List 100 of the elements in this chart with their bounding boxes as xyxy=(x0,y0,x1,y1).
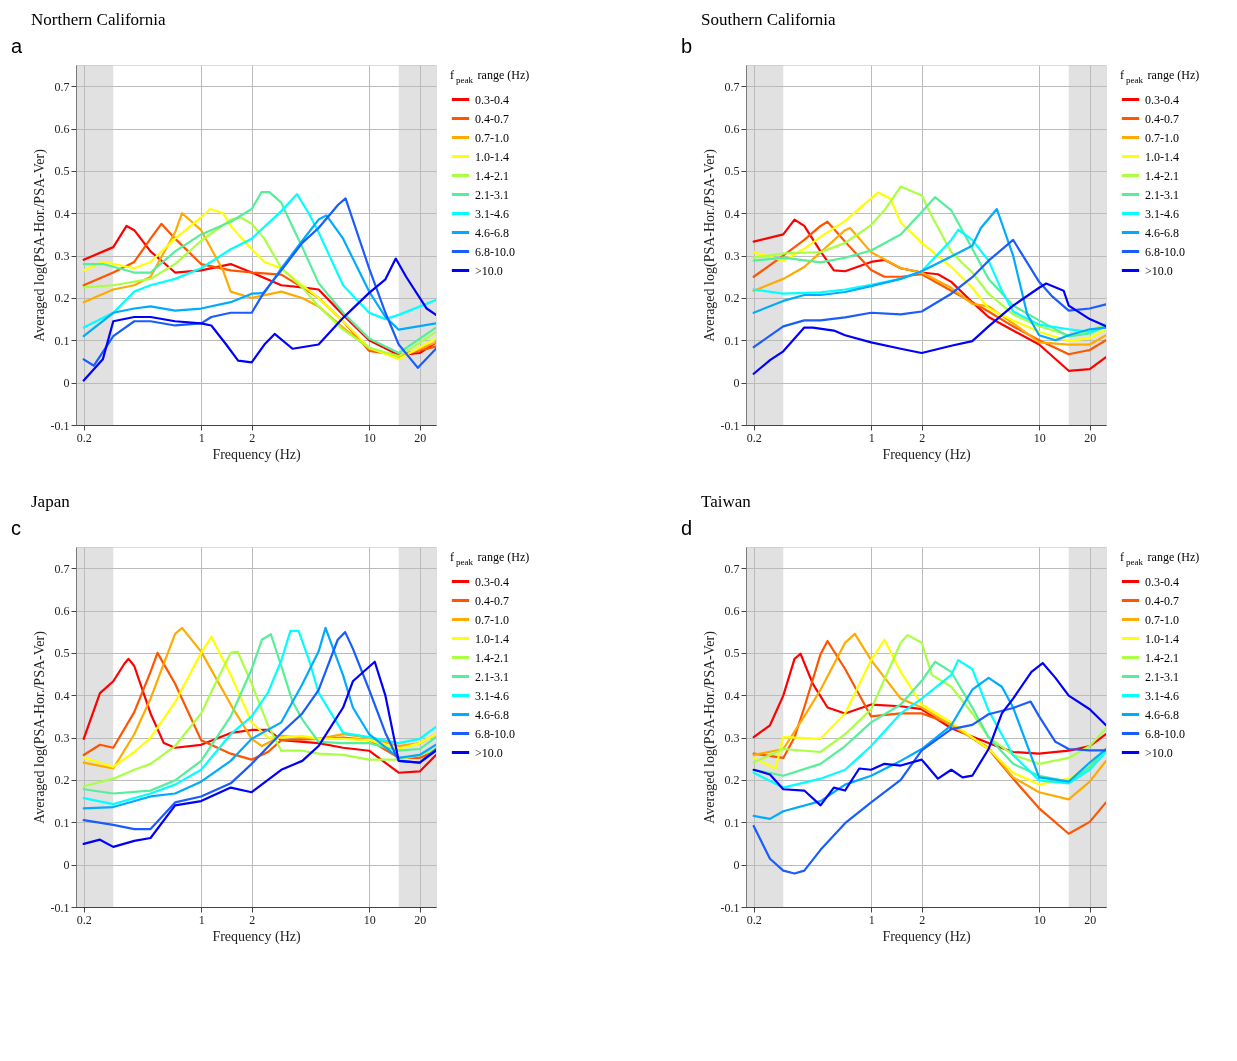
y-tick-label: 0.7 xyxy=(54,561,70,576)
x-tick-label: 1 xyxy=(868,430,875,445)
legend-label: 1.0-1.4 xyxy=(1145,149,1179,164)
legend-label: 0.7-1.0 xyxy=(1145,612,1179,627)
legend-label: 1.4-2.1 xyxy=(475,650,509,665)
legend-label: >10.0 xyxy=(1145,745,1173,760)
legend-label: 0.3-0.4 xyxy=(1145,92,1179,107)
legend-label: 0.7-1.0 xyxy=(1145,130,1179,145)
legend-label: 6.8-10.0 xyxy=(1145,244,1185,259)
legend-label: >10.0 xyxy=(475,745,503,760)
chart-title: Taiwan xyxy=(701,492,752,511)
y-tick-label: 0.1 xyxy=(54,333,70,348)
legend-label: 2.1-3.1 xyxy=(1145,669,1179,684)
y-tick-label: 0.7 xyxy=(724,561,740,576)
x-tick-label: 0.2 xyxy=(746,912,762,927)
legend-label: 3.1-4.6 xyxy=(475,206,509,221)
legend-label: 1.4-2.1 xyxy=(475,168,509,183)
text: a xyxy=(11,35,23,57)
y-tick-label: 0.1 xyxy=(724,815,740,830)
chart-title: Southern California xyxy=(701,10,837,29)
legend-label: 0.4-0.7 xyxy=(1145,593,1179,608)
y-tick-label: 0.4 xyxy=(54,206,70,221)
y-axis-title: Averaged log(PSA-Hor./PSA-Ver) xyxy=(31,630,48,824)
x-tick-label: 10 xyxy=(363,912,376,927)
y-tick-label: 0.2 xyxy=(724,773,740,788)
legend-label: 4.6-6.8 xyxy=(1145,225,1179,240)
y-tick-label: 0.3 xyxy=(724,249,740,264)
legend-label: >10.0 xyxy=(1145,263,1173,278)
legend-label: 3.1-4.6 xyxy=(1145,688,1179,703)
legend-label: 0.3-0.4 xyxy=(475,574,509,589)
text: d xyxy=(681,517,693,539)
legend-label: 4.6-6.8 xyxy=(475,225,509,240)
y-tick-label: -0.1 xyxy=(50,900,70,915)
y-tick-label: 0.7 xyxy=(54,79,70,94)
legend-label: 0.7-1.0 xyxy=(475,130,509,145)
y-axis-title: Averaged log(PSA-Hor./PSA-Ver) xyxy=(31,148,48,342)
y-tick-label: 0.6 xyxy=(54,122,70,137)
x-axis-title: Frequency (Hz) xyxy=(882,928,971,945)
y-tick-label: 0.3 xyxy=(54,249,70,264)
legend-label: 6.8-10.0 xyxy=(1145,726,1185,741)
y-axis-title: Averaged log(PSA-Hor./PSA-Ver) xyxy=(701,630,718,824)
legend-label: 6.8-10.0 xyxy=(475,726,515,741)
text: b xyxy=(681,35,693,57)
y-tick-label: 0.5 xyxy=(54,646,70,661)
x-tick-label: 10 xyxy=(363,430,376,445)
legend-label: 2.1-3.1 xyxy=(475,669,509,684)
y-tick-label: 0.4 xyxy=(724,688,740,703)
y-tick-label: 0.2 xyxy=(54,291,70,306)
legend-label: 0.4-0.7 xyxy=(1145,111,1179,126)
y-tick-label: 0.2 xyxy=(724,291,740,306)
legend-label: 2.1-3.1 xyxy=(1145,187,1179,202)
y-tick-label: 0.5 xyxy=(54,164,70,179)
x-tick-label: 20 xyxy=(1084,912,1097,927)
x-tick-label: 0.2 xyxy=(76,912,92,927)
y-tick-label: -0.1 xyxy=(50,418,70,433)
legend-label: 6.8-10.0 xyxy=(475,244,515,259)
legend-label: 0.7-1.0 xyxy=(475,612,509,627)
chart-title: Northern California xyxy=(31,10,166,29)
y-tick-label: 0.5 xyxy=(724,646,740,661)
x-tick-label: 1 xyxy=(868,912,875,927)
y-tick-label: 0 xyxy=(733,858,740,873)
legend-label: 0.3-0.4 xyxy=(475,92,509,107)
chart-title: Japan xyxy=(31,492,71,511)
x-tick-label: 2 xyxy=(919,912,926,927)
legend-label: 1.0-1.4 xyxy=(475,631,509,646)
legend-label: 1.4-2.1 xyxy=(1145,650,1179,665)
x-tick-label: 20 xyxy=(414,430,427,445)
y-tick-label: 0.2 xyxy=(54,773,70,788)
legend-label: 0.4-0.7 xyxy=(475,111,509,126)
y-tick-label: 0 xyxy=(733,376,740,391)
y-tick-label: 0 xyxy=(63,858,70,873)
legend-label: 0.3-0.4 xyxy=(1145,574,1179,589)
x-tick-label: 2 xyxy=(249,912,256,927)
y-tick-label: 0.5 xyxy=(724,164,740,179)
y-tick-label: -0.1 xyxy=(720,418,740,433)
x-tick-label: 2 xyxy=(919,430,926,445)
x-tick-label: 20 xyxy=(1084,430,1097,445)
legend-label: 1.4-2.1 xyxy=(1145,168,1179,183)
x-axis-title: Frequency (Hz) xyxy=(212,928,301,945)
x-axis-title: Frequency (Hz) xyxy=(212,446,301,463)
legend-label: 1.0-1.4 xyxy=(475,149,509,164)
x-tick-label: 0.2 xyxy=(76,430,92,445)
x-tick-label: 0.2 xyxy=(746,430,762,445)
text: c xyxy=(11,517,21,539)
x-tick-label: 20 xyxy=(414,912,427,927)
legend-label: 4.6-6.8 xyxy=(475,707,509,722)
x-tick-label: 1 xyxy=(198,912,205,927)
x-tick-label: 10 xyxy=(1033,912,1046,927)
x-tick-label: 10 xyxy=(1033,430,1046,445)
legend-label: 4.6-6.8 xyxy=(1145,707,1179,722)
legend-label: >10.0 xyxy=(475,263,503,278)
y-tick-label: 0.3 xyxy=(724,731,740,746)
legend-label: 1.0-1.4 xyxy=(1145,631,1179,646)
y-tick-label: 0.7 xyxy=(724,79,740,94)
legend-label: 3.1-4.6 xyxy=(1145,206,1179,221)
y-tick-label: 0.6 xyxy=(724,122,740,137)
x-tick-label: 1 xyxy=(198,430,205,445)
y-tick-label: 0.4 xyxy=(54,688,70,703)
y-tick-label: 0.1 xyxy=(724,333,740,348)
y-tick-label: -0.1 xyxy=(720,900,740,915)
